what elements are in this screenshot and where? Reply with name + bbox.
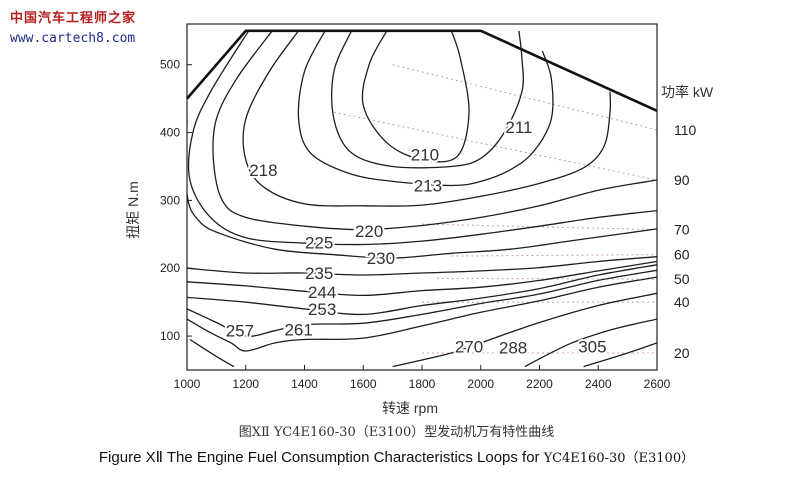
power-line-60 (451, 254, 657, 257)
x-axis: 1000 1200 1400 1600 1800 2000 2200 2400 2600 (174, 365, 671, 391)
contour-line-230 (187, 119, 657, 259)
caption-english-model: YC4E160-30（E3100） (543, 451, 695, 466)
power-tick-label: 50 (674, 271, 690, 287)
x-tick-label: 2200 (526, 377, 553, 391)
contour-line-235 (187, 256, 657, 276)
contour-line-257 (187, 269, 657, 337)
contour-label-257: 257 (226, 322, 254, 341)
contour-label-244: 244 (308, 283, 336, 302)
power-tick-label: 90 (674, 172, 690, 188)
max-torque-line (186, 29, 658, 112)
x-tick-label: 2600 (644, 377, 671, 391)
y-tick-label: 500 (160, 58, 180, 72)
contour-line-270 (189, 338, 235, 368)
contour-line-253 (187, 264, 657, 316)
y-axis: 100 200 300 400 500 (160, 58, 192, 343)
contour-line-213 (297, 30, 554, 187)
contour-label-213: 213 (414, 176, 442, 195)
contour-label-210: 210 (411, 145, 439, 164)
plot-frame (186, 23, 658, 371)
caption-english: Figure XⅡ The Engine Fuel Consumption Ch… (0, 447, 793, 466)
contour-line-261 (187, 276, 657, 352)
power-tick-label: 110 (674, 122, 697, 138)
contour-line-211 (331, 30, 524, 169)
contour-label-270: 270 (455, 337, 483, 356)
y-axis-label: 扭矩 N.m (125, 181, 141, 239)
power-tick-label: 20 (674, 345, 690, 361)
contour-line-210 (361, 30, 470, 163)
contour-line-218 (242, 30, 612, 207)
power-tick-label: 60 (674, 247, 690, 263)
contour-label-305: 305 (578, 337, 606, 356)
contour-line-13 (392, 292, 657, 368)
contour-label-225: 225 (305, 233, 333, 252)
x-tick-label: 1600 (350, 377, 377, 391)
x-tick-label: 1800 (409, 377, 436, 391)
power-tick-label: 40 (674, 294, 690, 310)
contour-line-288 (524, 318, 657, 368)
power-axis: 20 40 50 60 70 90 110 (674, 122, 697, 361)
contour-label-211: 211 (505, 118, 532, 137)
power-line-70 (421, 223, 657, 231)
x-tick-label: 2000 (467, 377, 494, 391)
contour-line-305 (583, 342, 657, 368)
contour-label-218: 218 (249, 161, 277, 180)
x-tick-label: 1400 (291, 377, 318, 391)
x-tick-label: 1200 (232, 377, 259, 391)
watermark-title: 中国汽车工程师之家 (10, 11, 137, 26)
y-tick-label: 100 (160, 329, 180, 343)
contour-label-253: 253 (308, 300, 336, 319)
x-tick-label: 2400 (585, 377, 612, 391)
y-tick-label: 400 (160, 126, 180, 140)
contour-line-225 (188, 30, 657, 246)
power-tick-label: 70 (674, 222, 690, 238)
contour-label-235: 235 (305, 264, 333, 283)
power-axis-label: 功率 kW (661, 84, 714, 100)
contour-label-230: 230 (367, 249, 395, 268)
x-axis-label: 转速 rpm (382, 400, 438, 416)
contour-line-220 (212, 30, 657, 231)
max-torque-curve (186, 29, 658, 112)
y-tick-label: 300 (160, 193, 180, 207)
x-tick-label: 1000 (174, 377, 201, 391)
caption-chinese: 图XⅡ YC4E160-30（E3100）型发动机万有特性曲线 (238, 425, 555, 440)
contour-label-288: 288 (499, 339, 527, 358)
contour-label-220: 220 (355, 222, 383, 241)
caption-english-lead: Figure XⅡ The Engine Fuel Consumption Ch… (98, 449, 544, 466)
contour-label-261: 261 (284, 320, 312, 339)
contour-line-244 (187, 260, 657, 297)
power-line-90 (333, 111, 657, 181)
watermark-url: www.cartech8.com (10, 31, 136, 46)
power-line-110 (392, 64, 657, 131)
y-tick-label: 200 (160, 261, 180, 275)
contour-lines (187, 30, 657, 368)
